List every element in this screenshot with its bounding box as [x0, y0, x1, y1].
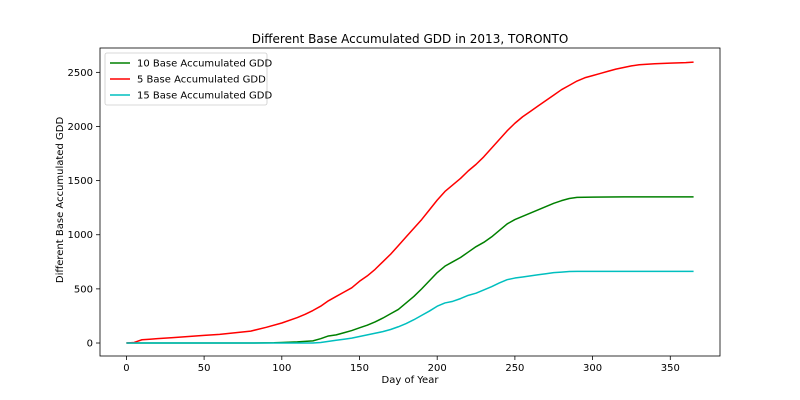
x-tick-label: 0 [123, 363, 129, 374]
x-tick-label: 350 [661, 363, 680, 374]
x-tick-label: 100 [272, 363, 291, 374]
chart-title: Different Base Accumulated GDD in 2013, … [252, 32, 569, 46]
legend-box [104, 52, 268, 106]
y-axis-label: Different Base Accumulated GDD [55, 117, 66, 284]
x-tick-label: 200 [428, 363, 447, 374]
y-tick-label: 2000 [68, 122, 93, 133]
y-tick-label: 0 [87, 339, 93, 350]
legend: 10 Base Accumulated GDD 5 Base Accumulate… [104, 52, 272, 106]
series-line-2 [126, 61, 694, 344]
x-axis-label: Day of Year [382, 375, 440, 386]
plot-area-frame [99, 47, 721, 357]
legend-label: 5 Base Accumulated GDD [137, 75, 266, 86]
x-tick-label: 50 [198, 363, 211, 374]
x-tick-label: 300 [583, 363, 602, 374]
x-tick-label: 150 [350, 363, 369, 374]
legend-label: 15 Base Accumulated GDD [137, 91, 272, 102]
legend-label: 10 Base Accumulated GDD [137, 59, 272, 70]
y-tick-label: 2500 [68, 68, 93, 79]
series-line-1 [126, 196, 694, 344]
series-layer [126, 61, 694, 344]
y-tick-label: 1000 [68, 230, 93, 241]
y-tick-label: 1500 [68, 176, 93, 187]
y-tick-label: 500 [74, 284, 93, 295]
axis-ticks-layer: 0 50 100 150 200 250 300 350 0 500 1000 1500 2000 250… [68, 68, 680, 374]
x-tick-label: 250 [505, 363, 524, 374]
series-line-3 [126, 270, 694, 344]
